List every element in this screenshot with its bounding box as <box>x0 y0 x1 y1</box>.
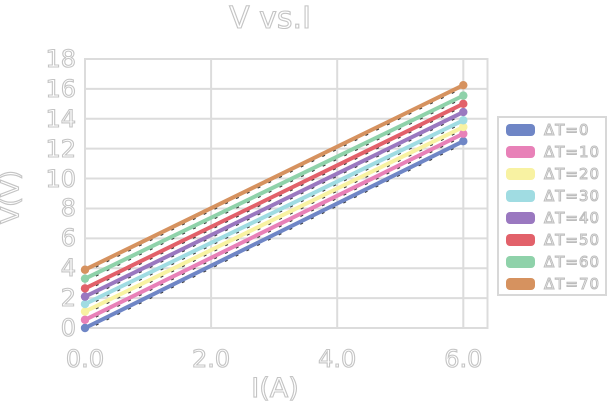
legend-item: ΔT=10 <box>499 141 605 163</box>
y-tick-label: 14 <box>45 104 77 133</box>
series-line <box>83 101 466 291</box>
series-trendline-dashed <box>84 121 464 308</box>
legend-label: ΔT=10 <box>543 143 601 162</box>
series-trendline-dashed <box>84 105 464 292</box>
series-marker <box>459 137 468 146</box>
series-trendline-dashed <box>84 128 464 315</box>
legend-label: ΔT=70 <box>543 275 601 294</box>
series-marker <box>459 107 468 117</box>
series-line <box>83 131 466 322</box>
series-marker <box>459 129 468 138</box>
y-axis-title: V(V) <box>0 170 25 225</box>
series-line <box>83 93 466 281</box>
series-marker <box>80 265 90 274</box>
series-marker <box>80 323 90 333</box>
legend-item: ΔT=20 <box>499 163 605 185</box>
x-axis-title: I(A) <box>251 372 300 404</box>
series-trendline-dashed <box>84 97 464 282</box>
series-marker <box>459 99 468 109</box>
legend-item: ΔT=50 <box>499 229 605 251</box>
legend-item: ΔT=60 <box>499 251 605 273</box>
legend-swatch <box>506 190 535 202</box>
y-tick-label: 18 <box>45 45 77 73</box>
y-tick-label: 0 <box>60 313 76 342</box>
x-tick-label: 4.0 <box>318 345 357 373</box>
legend-swatch <box>506 234 535 246</box>
series-marker <box>459 116 468 125</box>
legend-swatch <box>506 256 535 268</box>
series-line <box>83 125 466 314</box>
y-tick-label: 2 <box>60 284 76 313</box>
legend-label: ΔT=30 <box>543 187 601 206</box>
legend-swatch <box>506 124 535 136</box>
series-marker <box>459 91 468 100</box>
x-tick-label: 0.0 <box>65 345 105 373</box>
y-tick-label: 4 <box>60 254 76 283</box>
legend-swatch <box>506 146 535 158</box>
legend-label: ΔT=50 <box>543 231 601 250</box>
series-marker <box>80 292 90 301</box>
legend-item: ΔT=0 <box>499 119 605 141</box>
chart-title: V vs.I <box>229 0 312 36</box>
series-trendline-dashed <box>84 113 464 300</box>
legend-item: ΔT=30 <box>499 185 605 207</box>
legend-label: ΔT=0 <box>544 121 590 140</box>
y-tick-label: 10 <box>45 164 77 193</box>
legend-swatch <box>506 168 535 180</box>
y-tick-label: 12 <box>45 134 77 163</box>
legend-label: ΔT=40 <box>543 209 601 228</box>
legend-swatch <box>506 212 535 224</box>
legend-label: ΔT=60 <box>543 253 601 272</box>
series-marker <box>80 284 90 293</box>
x-tick-label: 2.0 <box>191 345 231 373</box>
series-line <box>83 83 466 272</box>
x-tick-label: 6.0 <box>444 345 483 373</box>
series-marker <box>80 315 90 324</box>
series-trendline-dashed <box>84 86 464 273</box>
series-line <box>83 139 466 330</box>
legend-label: ΔT=20 <box>543 165 601 184</box>
series-trendline-dashed <box>84 142 464 332</box>
y-tick-label: 16 <box>45 74 77 103</box>
series-marker <box>80 274 90 283</box>
legend: ΔT=0 ΔT=10 ΔT=20 ΔT=30 ΔT=40 ΔT=50 ΔT=60 ΔT=70 <box>497 116 607 296</box>
series-marker <box>80 299 90 309</box>
plot-border <box>84 58 489 329</box>
series-trendline-dashed <box>84 135 464 323</box>
y-tick-label: 6 <box>60 224 76 253</box>
legend-item: ΔT=40 <box>499 207 605 229</box>
series-marker <box>459 80 468 90</box>
series-line <box>83 118 466 307</box>
legend-item: ΔT=70 <box>499 273 605 295</box>
y-tick-label: 8 <box>60 194 76 223</box>
series-line <box>83 110 466 299</box>
series-marker <box>80 307 90 316</box>
series-marker <box>459 122 468 132</box>
legend-swatch <box>506 278 535 290</box>
